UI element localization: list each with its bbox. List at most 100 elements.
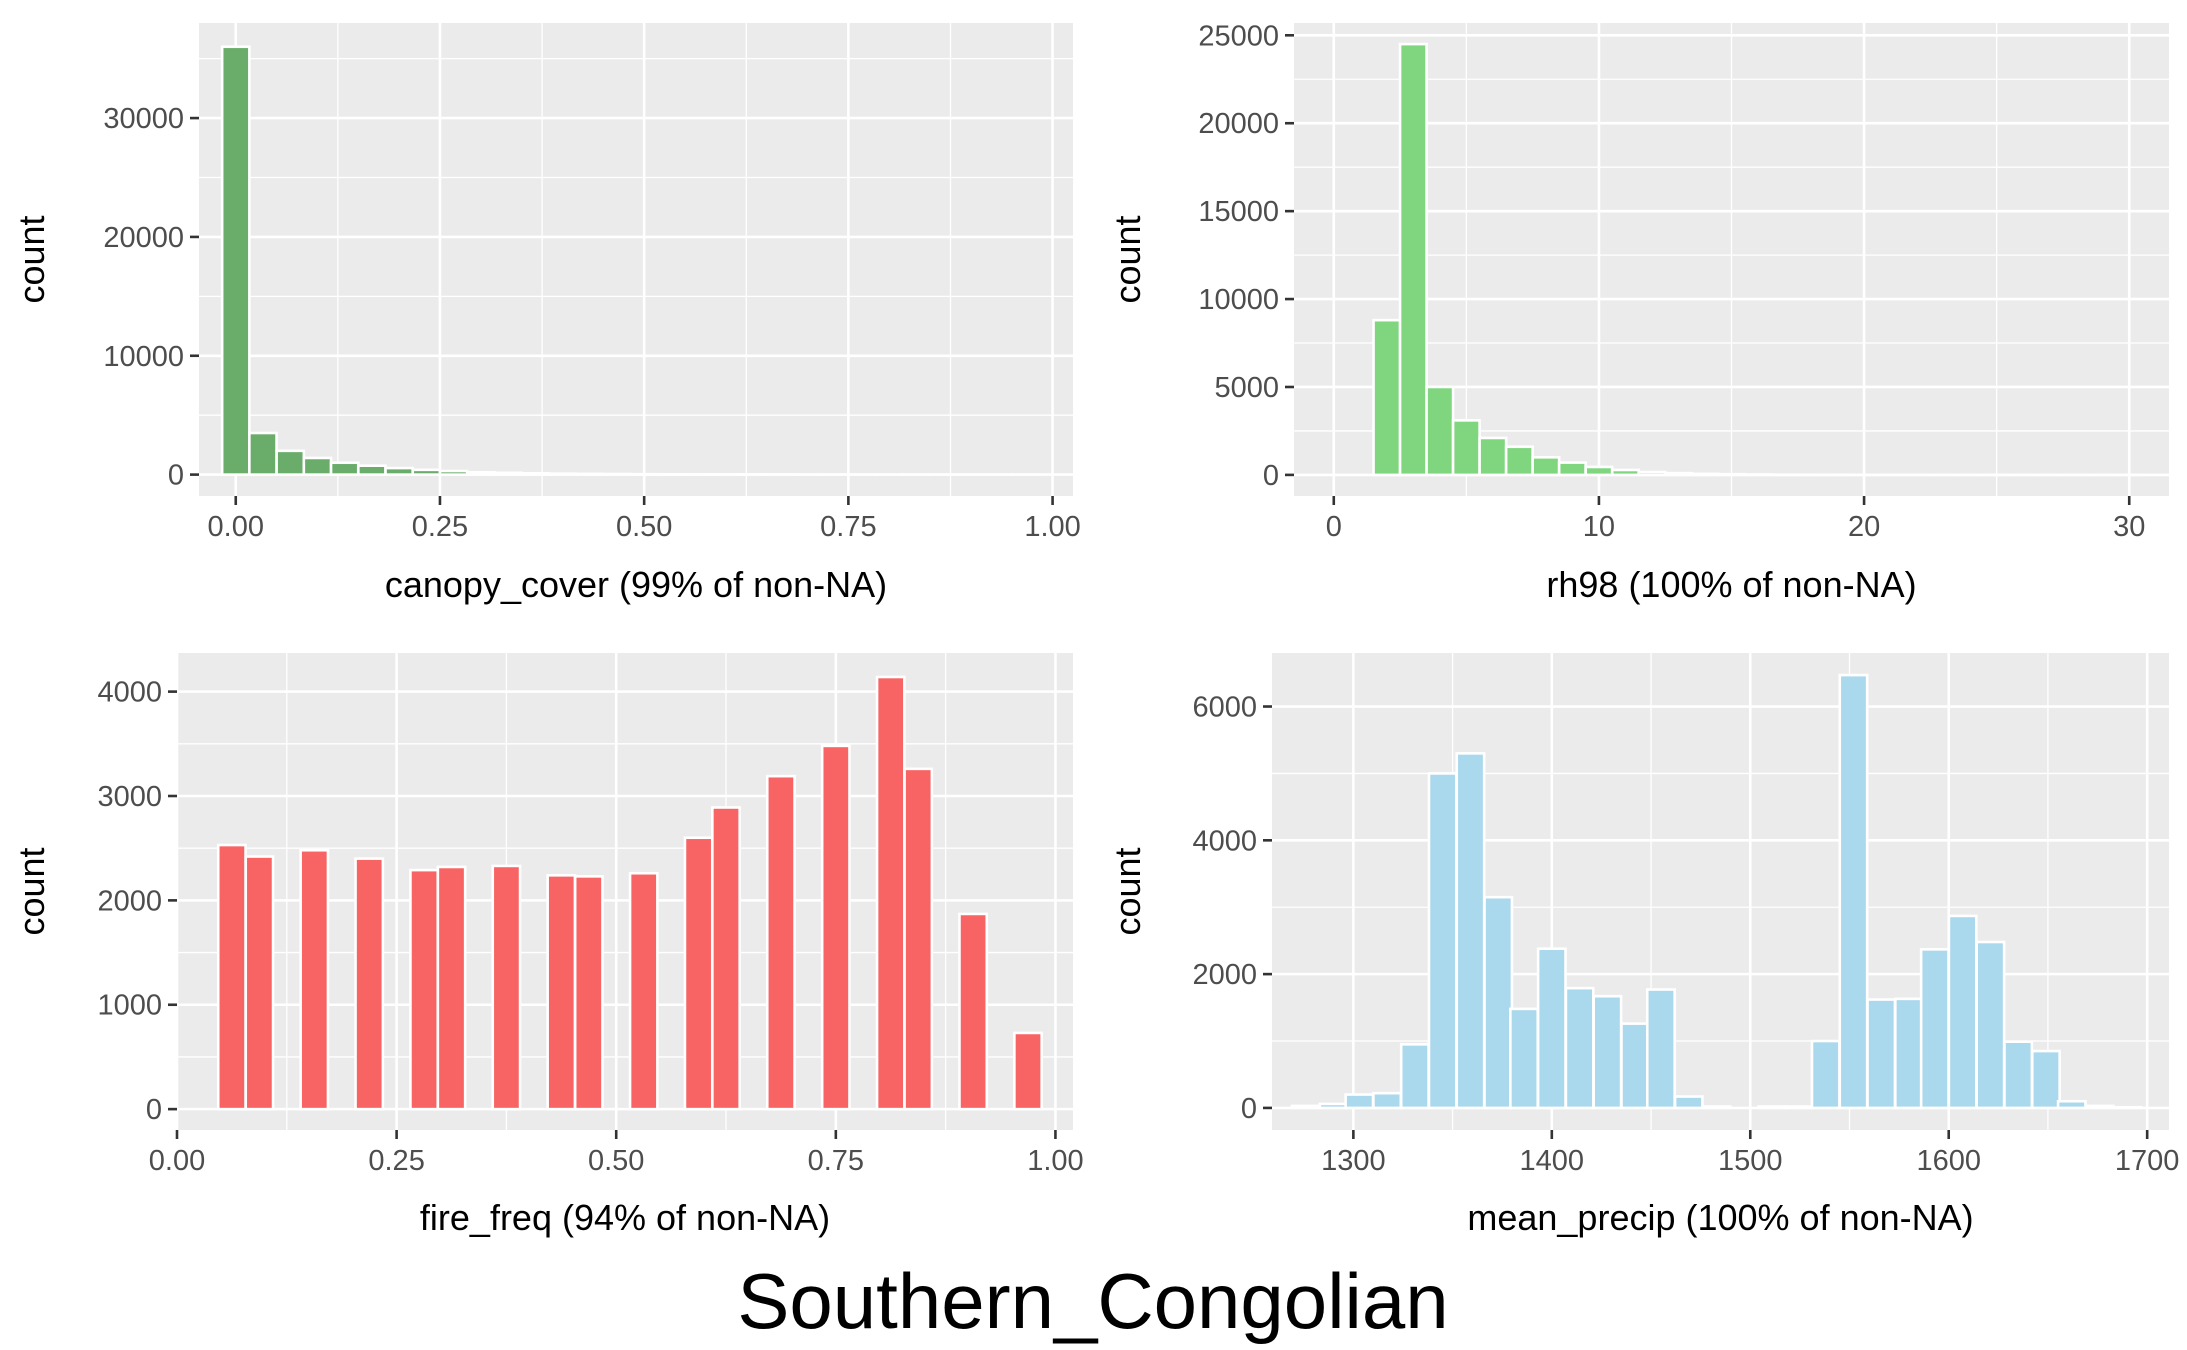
histogram-bar	[628, 871, 659, 1111]
histogram-bar	[1509, 1007, 1540, 1110]
histogram-bar	[1013, 1031, 1043, 1111]
figure-title: Southern_Congolian	[737, 1257, 1448, 1345]
histogram-bar	[1398, 42, 1428, 477]
histogram-bar	[2056, 1099, 2087, 1110]
histogram-bar	[1610, 468, 1640, 477]
histogram-panel-2: 0 10 20 30 0 5000 10000 15000 20000 25000 rh98 (10…	[1107, 20, 2169, 605]
histogram-bar	[520, 472, 551, 476]
y-tick-label: 0	[168, 460, 184, 492]
x-tick-label: 1300	[1321, 1145, 1386, 1177]
histogram-bar	[302, 456, 333, 476]
y-tick-label: 10000	[103, 341, 184, 373]
histogram-bar	[1399, 1043, 1430, 1110]
histogram-bar	[216, 843, 247, 1111]
histogram-bar	[493, 471, 523, 476]
y-tick-label: 20000	[1198, 108, 1279, 140]
histogram-bar	[2030, 1049, 2061, 1110]
y-tick-label: 5000	[1214, 372, 1279, 404]
y-tick-label: 30000	[103, 103, 184, 135]
panels: 0.00 0.25 0.50 0.75 1.000100002000030000cano…	[11, 20, 2179, 1238]
histogram-panel-4: 1300 1400 1500 1600 1700 0 2000 4000 6000 mean_pr…	[1107, 653, 2179, 1238]
histogram-bar	[546, 874, 577, 1111]
histogram-bar	[1838, 673, 1869, 1110]
y-tick-label: 15000	[1198, 196, 1279, 228]
histogram-bar	[1425, 385, 1455, 477]
histogram-bar	[1504, 445, 1534, 477]
histogram-bar	[1894, 997, 1925, 1110]
histogram-bar	[1947, 914, 1978, 1110]
histogram-bar	[1810, 1039, 1841, 1110]
histogram-bar	[438, 469, 469, 476]
y-tick-label: 4000	[1192, 825, 1257, 857]
histogram-bar	[1663, 471, 1694, 477]
histogram-bar	[1564, 986, 1595, 1110]
histogram-bar	[436, 865, 467, 1111]
histogram-bar	[2112, 1105, 2143, 1110]
histogram-bar	[1584, 465, 1614, 477]
y-tick-label: 20000	[103, 222, 184, 254]
x-tick-label: 1.00	[1027, 1145, 1083, 1177]
y-axis-title: count	[11, 847, 52, 935]
x-tick-label: 1400	[1520, 1145, 1585, 1177]
histogram-bar	[1645, 988, 1676, 1110]
histogram-bar	[1620, 1022, 1651, 1110]
histogram-bar	[1782, 1105, 1813, 1110]
y-tick-label: 0	[1263, 460, 1279, 492]
histogram-bar	[275, 449, 306, 476]
histogram-bar	[1372, 318, 1402, 477]
histogram-bar	[1483, 895, 1514, 1110]
histogram-bar	[248, 431, 278, 476]
y-tick-label: 1000	[97, 990, 162, 1022]
histogram-bar	[491, 864, 522, 1111]
histogram-bar	[1536, 947, 1567, 1110]
x-axis-title: canopy_cover (99% of non-NA)	[385, 564, 887, 605]
x-tick-label: 0.25	[368, 1145, 424, 1177]
x-tick-label: 0	[1326, 511, 1342, 543]
histogram-bar	[1478, 436, 1508, 477]
histogram-bar	[1975, 940, 2006, 1110]
x-tick-label: 0.00	[149, 1145, 205, 1177]
histogram-bar	[1290, 1104, 1321, 1110]
histogram-bar	[1673, 1095, 1704, 1110]
histogram-bar	[820, 744, 851, 1111]
y-tick-label: 0	[1241, 1093, 1257, 1125]
histogram-bar	[409, 868, 440, 1111]
x-tick-label: 1.00	[1024, 511, 1080, 543]
histogram-bar	[1592, 994, 1623, 1110]
y-tick-label: 2000	[1192, 959, 1257, 991]
x-axis-title: rh98 (100% of non-NA)	[1546, 564, 1916, 605]
histogram-bar	[1344, 1093, 1375, 1110]
histogram-bar	[602, 472, 632, 476]
histogram-bar	[357, 464, 387, 476]
y-axis-title: count	[11, 215, 52, 303]
y-tick-label: 3000	[97, 781, 162, 813]
histogram-bar	[547, 472, 578, 476]
histogram-bar	[1318, 1102, 1349, 1110]
histogram-bar	[1690, 472, 1720, 477]
y-tick-label: 25000	[1198, 20, 1279, 52]
y-tick-label: 10000	[1198, 284, 1279, 316]
histogram-bar	[1372, 1091, 1403, 1110]
x-axis-title: fire_freq (94% of non-NA)	[420, 1197, 830, 1238]
histogram-bar	[1455, 752, 1486, 1110]
histogram-bar	[1531, 456, 1561, 477]
histogram-bar	[354, 857, 385, 1111]
x-tick-label: 0.50	[588, 1145, 644, 1177]
y-tick-label: 6000	[1192, 692, 1257, 724]
histogram-bar	[573, 875, 604, 1111]
histogram-bar	[329, 461, 360, 476]
y-tick-label: 2000	[97, 885, 162, 917]
x-axis-title: mean_precip (100% of non-NA)	[1467, 1197, 1973, 1238]
x-tick-label: 0.50	[616, 511, 672, 543]
x-tick-label: 1600	[1916, 1145, 1981, 1177]
histogram-bar	[299, 848, 330, 1111]
y-tick-label: 0	[146, 1094, 162, 1126]
x-tick-label: 30	[2113, 511, 2145, 543]
histogram-panel-3: 0.00 0.25 0.50 0.75 1.00 0 1000 2000 3000 4000 fir…	[11, 653, 1084, 1238]
panel-background	[199, 23, 1073, 496]
histogram-bar	[765, 774, 796, 1111]
histogram-bar	[1557, 461, 1587, 477]
histogram-bar	[574, 472, 605, 476]
histogram-bar	[1866, 998, 1897, 1110]
